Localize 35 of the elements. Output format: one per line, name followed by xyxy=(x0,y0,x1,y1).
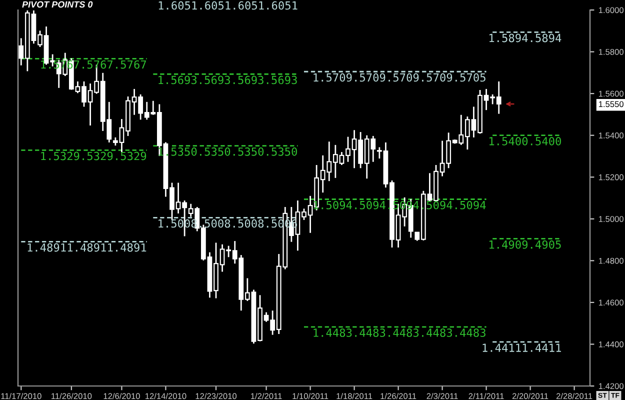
x-tick-label: 2/28/2011 xyxy=(556,392,592,400)
chart-title: PIVOT POINTS 0 xyxy=(22,1,93,8)
x-tick-label: 1/26/2011 xyxy=(380,392,416,400)
series-label: 1.5894.5894 xyxy=(489,34,562,42)
y-tick-label: 1.6000 xyxy=(598,7,624,14)
series-label: 1.48911.48911.4891 xyxy=(28,243,146,252)
x-tick-label: 11/17/2010 xyxy=(1,392,42,400)
y-tick-label: 1.5000 xyxy=(598,216,624,222)
y-tick-label: 1.5550 xyxy=(598,101,624,108)
y-tick-label: 1.5600 xyxy=(598,90,624,97)
series-label: 1.5693.5693.5693.5693 xyxy=(158,76,297,84)
series-label: 1.5329.5329.5329 xyxy=(41,152,146,160)
x-tick-label: 1/18/2011 xyxy=(336,392,372,400)
x-tick-label: 12/23/2010 xyxy=(196,392,237,400)
y-tick-label: 1.4800 xyxy=(598,258,624,264)
x-tick-label: 1/2/2011 xyxy=(251,392,282,400)
series-label: 1.4483.4483.4483.4483.4483 xyxy=(314,328,486,337)
x-tick-label: 12/14/2010 xyxy=(146,392,186,400)
x-tick-label: 1/10/2011 xyxy=(292,392,328,400)
series-label: 1.5709.5709.5709.5709.5705 xyxy=(314,73,486,82)
y-tick-label: 1.5400 xyxy=(598,132,624,138)
y-tick-label: 1.4200 xyxy=(598,383,624,390)
x-tick-label: 2/3/2011 xyxy=(426,392,458,400)
text: 1.6051.6051.6051.6051 xyxy=(158,1,298,10)
x-tick-label: 11/26/2010 xyxy=(52,392,92,400)
x-tick-label: 2/11/2011 xyxy=(468,392,504,400)
x-tick-label: 12/6/2010 xyxy=(104,392,140,400)
y-tick-label: 1.5200 xyxy=(598,174,624,180)
y-tick-label: 1.4600 xyxy=(598,300,624,306)
y-tick-label: 1.4400 xyxy=(598,341,624,348)
series-label: 1.4909.4905 xyxy=(489,240,561,249)
series-label: 1.44111.4411 xyxy=(482,344,561,352)
y-tick-label: 1.5800 xyxy=(598,48,624,55)
x-tick-label: 2/20/2011 xyxy=(512,392,548,400)
series-label: 1.5400.5400 xyxy=(489,136,561,146)
